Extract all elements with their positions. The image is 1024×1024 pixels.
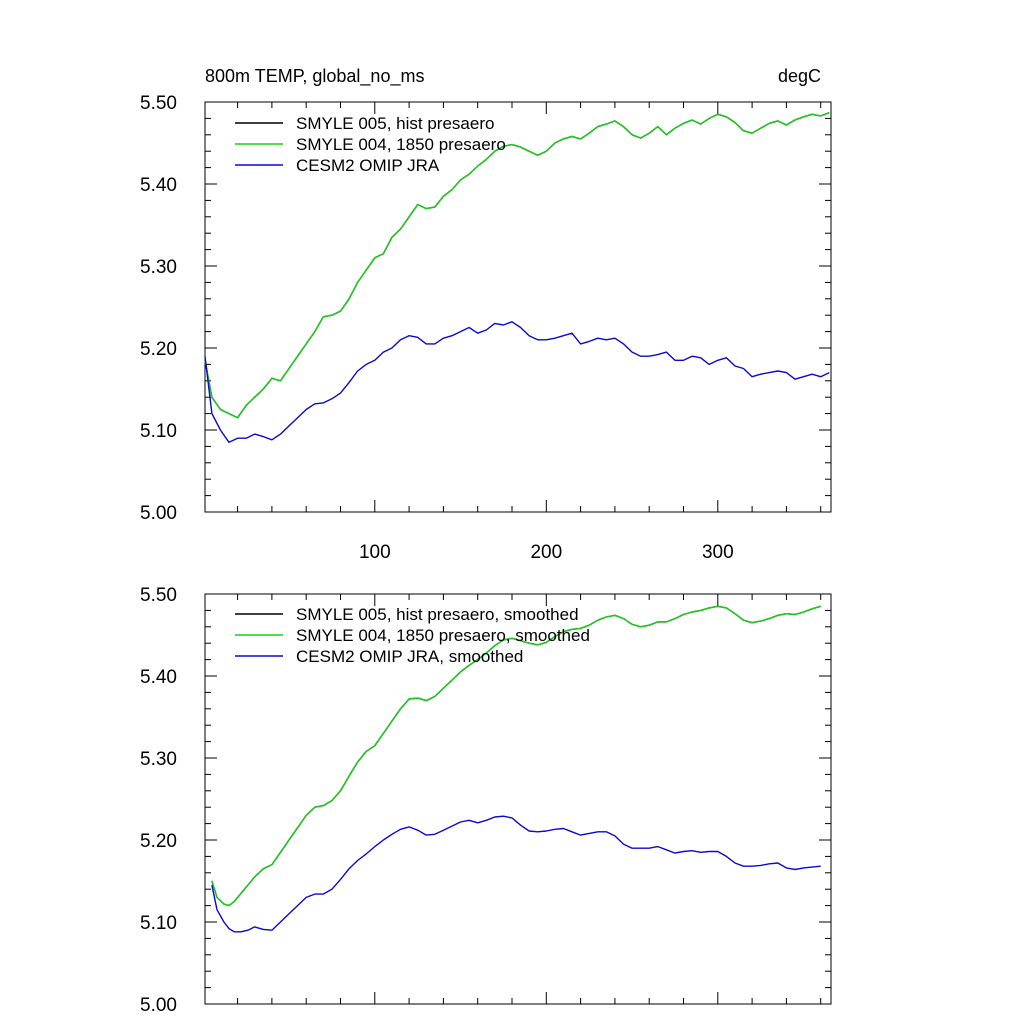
plot-frame — [204, 101, 832, 513]
y-tick-label: 5.40 — [140, 667, 177, 688]
y-tick-label: 5.50 — [140, 585, 177, 606]
y-tick-label: 5.50 — [140, 93, 177, 114]
series-line-2 — [211, 815, 821, 933]
y-tick-label: 5.30 — [140, 749, 177, 770]
series-line-1 — [204, 112, 830, 419]
y-tick-label: 5.10 — [140, 421, 177, 442]
plot-frame — [204, 593, 832, 1005]
legend-label-2: CESM2 OMIP JRA — [296, 156, 440, 175]
y-tick-label: 5.30 — [140, 257, 177, 278]
legend-label-1: SMYLE 004, 1850 presaero, smoothed — [296, 626, 590, 645]
chart-units: degC — [778, 66, 821, 86]
y-tick-label: 5.20 — [140, 831, 177, 852]
panel-raw: 800m TEMP, global_no_ms degC 5.00 5.10 5.20 5… — [140, 66, 832, 563]
legend-label-0: SMYLE 005, hist presaero, smoothed — [296, 605, 579, 624]
y-tick-label: 5.20 — [140, 339, 177, 360]
x-tick-label: 300 — [702, 542, 734, 563]
y-tick-label: 5.10 — [140, 913, 177, 934]
panel-smoothed: 5.00 5.10 5.20 5.30 5.40 5.50 SMYLE 005, hist … — [140, 585, 832, 1016]
x-tick-label: 200 — [530, 542, 562, 563]
x-tick-label: 100 — [359, 542, 391, 563]
y-tick-label: 5.00 — [140, 995, 177, 1016]
chart-title: 800m TEMP, global_no_ms — [205, 66, 424, 87]
legend-label-1: SMYLE 004, 1850 presaero — [296, 135, 506, 154]
legend-label-0: SMYLE 005, hist presaero — [296, 114, 494, 133]
series-line-2 — [204, 321, 830, 443]
y-tick-label: 5.00 — [140, 503, 177, 524]
series-line-1 — [211, 605, 821, 907]
y-tick-label: 5.40 — [140, 175, 177, 196]
legend-label-2: CESM2 OMIP JRA, smoothed — [296, 647, 523, 666]
